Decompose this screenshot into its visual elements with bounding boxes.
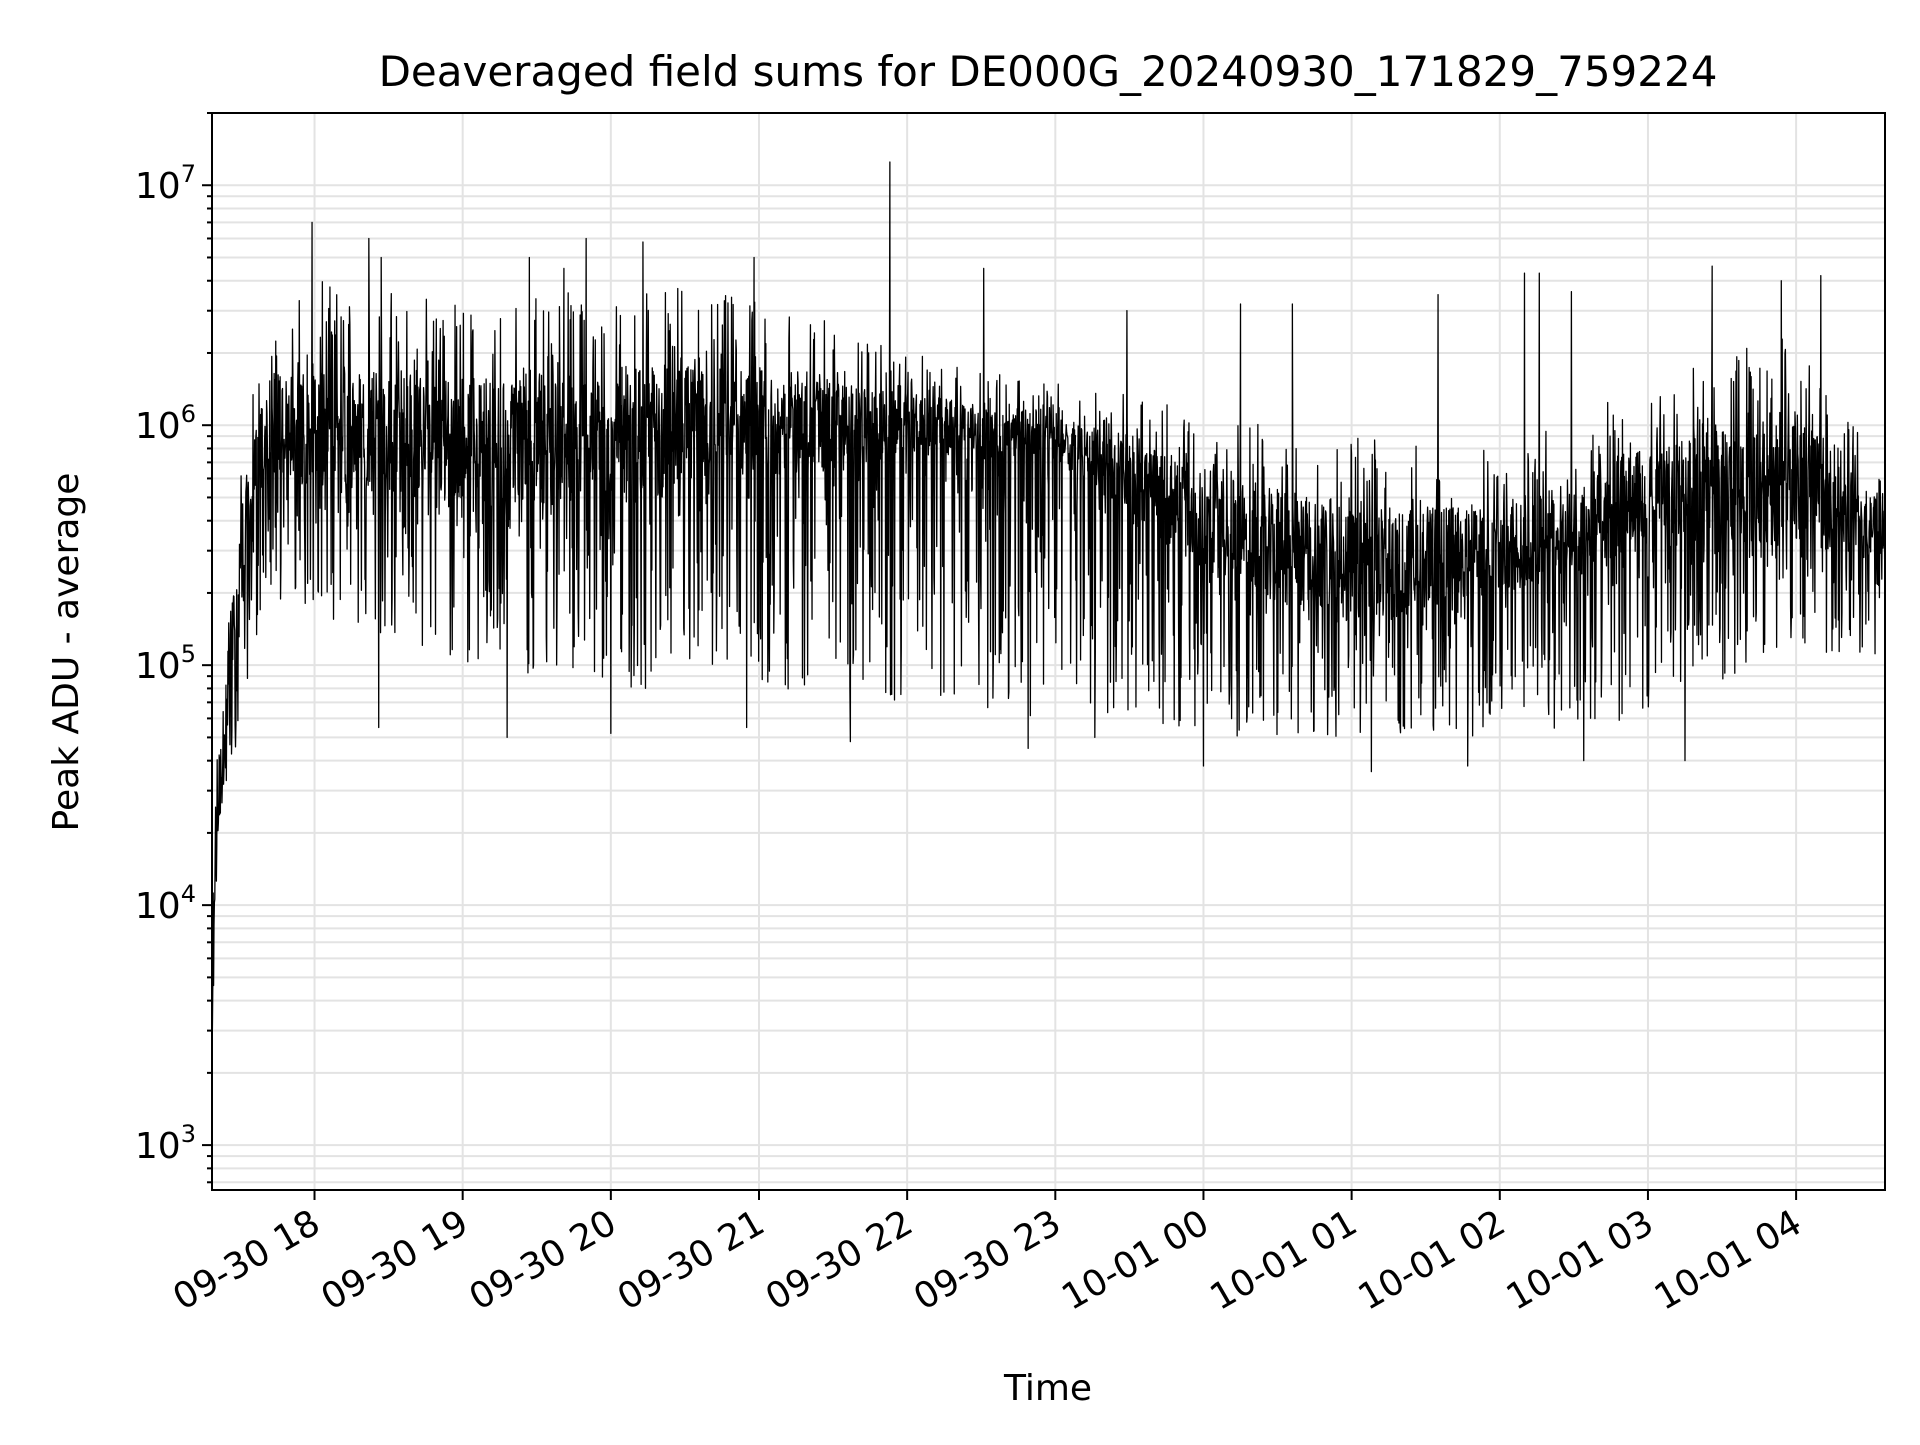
y-axis-label: Peak ADU - average <box>46 473 87 832</box>
y-tick-label: 104 <box>135 880 196 927</box>
y-tick-label: 107 <box>135 160 196 207</box>
y-tick-label: 105 <box>135 640 196 687</box>
grid <box>212 112 1885 1190</box>
y-tick-label: 106 <box>135 400 196 447</box>
x-axis-label: Time <box>1003 1368 1092 1409</box>
series-layer <box>211 161 1886 1030</box>
series-line <box>211 161 1886 1030</box>
chart-title: Deaveraged field sums for DE000G_2024093… <box>379 47 1718 96</box>
y-tick-label: 103 <box>135 1120 196 1167</box>
plot-frame <box>211 112 1886 1191</box>
